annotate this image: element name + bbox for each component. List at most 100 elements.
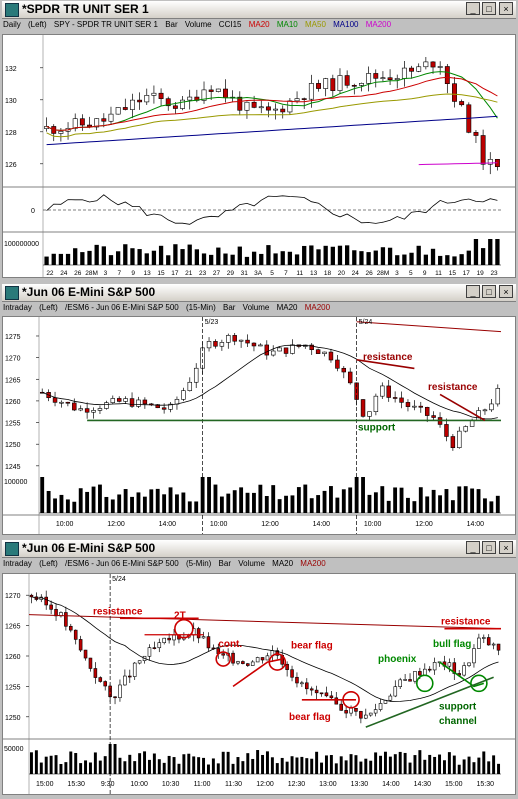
support-label: support: [439, 702, 477, 713]
candle-body: [238, 339, 244, 342]
volume-bar: [187, 244, 192, 265]
candle-body: [244, 101, 250, 111]
chart-pane[interactable]: 1245 1250 1255 1260 1265 1270 1275 5/23 5/24 supp…: [2, 316, 516, 535]
info-item: Bar: [165, 20, 178, 29]
volume-bar: [130, 248, 135, 265]
volume-bar: [143, 751, 147, 774]
x-tick-label: 28M: [85, 270, 98, 277]
volume-bar: [123, 244, 128, 265]
candle-body: [130, 99, 135, 110]
volume-bar: [275, 763, 279, 774]
y-tick-label: 128: [5, 130, 17, 137]
maximize-button[interactable]: □: [482, 2, 496, 15]
info-item: Intraday: [3, 559, 32, 568]
x-tick-label: 23: [199, 270, 207, 277]
volume-bar: [309, 245, 314, 265]
close-button[interactable]: ×: [499, 285, 513, 298]
five-min-chart-window: *Jun 06 E-Mini S&P 500 _ □ × Intraday (L…: [0, 539, 518, 797]
candle-body: [378, 703, 383, 710]
window-title-bar[interactable]: *Jun 06 E-Mini S&P 500 _ □ ×: [2, 284, 516, 302]
volume-bar: [130, 496, 134, 513]
minimize-button[interactable]: _: [466, 2, 480, 15]
volume-bar: [457, 486, 462, 513]
ma200-line: [28, 614, 502, 630]
candle-body: [113, 696, 117, 699]
volume-bar: [157, 759, 161, 774]
volume-bar: [216, 763, 220, 774]
x-tick-label: 17: [171, 270, 179, 277]
volume-bar: [98, 760, 102, 774]
chart-info-bar: Intraday (Left) /ESM6 - Jun 06 E-Mini S&…: [3, 303, 335, 314]
candle-body: [437, 66, 443, 68]
volume-bar: [324, 755, 328, 774]
maximize-button[interactable]: □: [482, 541, 496, 554]
volume-bar: [431, 489, 436, 513]
candle-body: [349, 707, 353, 714]
candle-body: [423, 61, 429, 68]
x-tick-label: 14:00: [159, 521, 177, 528]
candle-body: [115, 107, 121, 115]
volume-bar: [123, 489, 128, 513]
candle-body: [322, 351, 327, 354]
info-item: (5-Min): [185, 559, 212, 568]
candle-body: [344, 75, 350, 86]
x-tick-label: 12:00: [256, 781, 274, 788]
volume-bar: [108, 744, 112, 774]
volume-bar: [256, 750, 260, 774]
candle-body: [280, 108, 286, 113]
volume-bar: [59, 494, 64, 513]
candle-body: [172, 105, 178, 109]
volume-bar: [348, 487, 353, 513]
x-tick-label: 3A: [254, 270, 263, 277]
y-tick-label: 130: [5, 98, 17, 105]
volume-bar: [354, 755, 358, 774]
candle-body: [69, 625, 73, 631]
maximize-button[interactable]: □: [482, 285, 496, 298]
volume-bar: [466, 250, 471, 265]
volume-bar: [84, 760, 88, 774]
volume-bar: [302, 245, 307, 265]
candle-body: [54, 609, 58, 617]
candle-body: [155, 404, 160, 409]
candle-body: [151, 92, 157, 96]
volume-bar: [246, 753, 250, 774]
volume-bar: [374, 752, 378, 774]
candle-body: [64, 612, 68, 627]
chart-pane[interactable]: 126 128 130 132 0 100000000 22 24 26 28M 3 7 9 13 15 17…: [2, 34, 516, 278]
volume-bar: [115, 251, 121, 265]
window-title-bar[interactable]: *SPDR TR UNIT SER 1 _ □ ×: [2, 1, 516, 19]
volume-bar: [201, 253, 207, 265]
chart-pane[interactable]: 1250 1255 1260 1265 1270 5/24 resistance 2T cont…: [2, 573, 516, 795]
minimize-button[interactable]: _: [466, 541, 480, 554]
volume-bar: [167, 755, 171, 774]
candle-body: [495, 388, 501, 405]
info-item: (Left): [28, 20, 47, 29]
close-button[interactable]: ×: [499, 2, 513, 15]
close-button[interactable]: ×: [499, 541, 513, 554]
window-title-bar[interactable]: *Jun 06 E-Mini S&P 500 _ □ ×: [2, 540, 516, 558]
candle-body: [78, 408, 83, 411]
volume-bar: [187, 753, 191, 774]
volume-bar: [118, 757, 122, 774]
candle-body: [260, 657, 265, 661]
y-tick-label: 1275: [5, 334, 21, 341]
volume-bar: [128, 754, 132, 774]
volume-bar: [383, 751, 387, 774]
candle-body: [157, 642, 162, 649]
candle-body: [110, 398, 116, 403]
minimize-button[interactable]: _: [466, 285, 480, 298]
candle-body: [187, 96, 193, 101]
volume-bar: [423, 759, 427, 774]
volume-bar: [271, 485, 276, 513]
candle-body: [413, 671, 417, 682]
candle-body: [29, 594, 34, 598]
volume-bar: [359, 251, 364, 265]
bear-flag-label: bear flag: [291, 641, 333, 652]
volume-bar: [442, 760, 446, 774]
volume-bar: [51, 253, 56, 265]
volume-bar: [155, 488, 160, 513]
ma20-line: [42, 344, 498, 420]
ma200-line: [356, 321, 502, 333]
info-item: Volume: [238, 559, 265, 568]
volume-bar: [103, 756, 107, 774]
